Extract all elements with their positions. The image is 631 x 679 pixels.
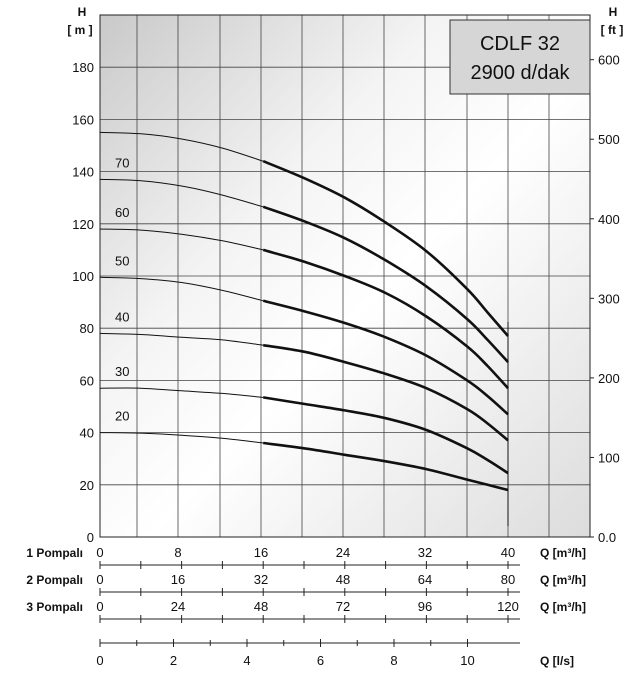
curve-20-bold bbox=[263, 441, 509, 492]
x-axis-1-qlabel: Q [m³/h] bbox=[540, 573, 586, 587]
plot-frame bbox=[99, 14, 591, 538]
x-axis-ls-tick-4: 8 bbox=[390, 653, 397, 668]
curve-70-bold bbox=[262, 205, 509, 363]
left-tick-5: 100 bbox=[72, 269, 94, 284]
x-axis-ls-tick-2: 4 bbox=[243, 653, 250, 668]
curve-label-40: 40 bbox=[115, 309, 129, 324]
left-tick-0: 0 bbox=[87, 530, 94, 545]
curve-60-thin bbox=[99, 228, 264, 251]
title-line-2: 2900 d/dak bbox=[471, 62, 571, 84]
x-axis-ls-tick-1: 2 bbox=[170, 653, 177, 668]
left-tick-8: 160 bbox=[72, 112, 94, 127]
x-axis-0-tick-0: 0 bbox=[96, 545, 103, 560]
right-axis-unit: [ ft ] bbox=[601, 23, 624, 37]
curve-30-thin bbox=[99, 387, 264, 398]
right-tick-4: 400 bbox=[598, 212, 620, 227]
x-axis-2-tick-4: 96 bbox=[418, 599, 432, 614]
x-axis-2-tick-0: 0 bbox=[96, 599, 103, 614]
left-axis-ticks: 0 20 40 60 80 100 120 140 160 180 bbox=[72, 60, 94, 545]
curve-label-60: 60 bbox=[115, 205, 129, 220]
x-axis-2-qlabel: Q [m³/h] bbox=[540, 600, 586, 614]
x-axis-2-label: 3 Pompalı bbox=[26, 600, 83, 614]
x-axis-0-tick-1: 8 bbox=[174, 545, 181, 560]
left-tick-6: 120 bbox=[72, 217, 94, 232]
left-tick-7: 140 bbox=[72, 165, 94, 180]
right-tick-1: 100 bbox=[598, 450, 620, 465]
x-axis-0-tick-2: 16 bbox=[254, 545, 268, 560]
x-axis-2-tick-3: 72 bbox=[336, 599, 350, 614]
curves bbox=[99, 131, 509, 492]
right-axis-ticks: 0.0 100 200 300 400 500 600 bbox=[590, 53, 620, 545]
title-box: CDLF 32 2900 d/dak bbox=[449, 19, 591, 95]
curve-20-thin bbox=[99, 432, 264, 444]
left-axis-label: H bbox=[78, 5, 87, 19]
x-axis-ls-qlabel: Q [l/s] bbox=[540, 654, 574, 668]
x-axis-1-tick-1: 16 bbox=[171, 572, 185, 587]
right-tick-5: 500 bbox=[598, 132, 620, 147]
x-axis-0-tick-4: 32 bbox=[418, 545, 432, 560]
x-axis-2-tick-2: 48 bbox=[254, 599, 268, 614]
right-tick-6: 600 bbox=[598, 53, 620, 68]
curve-70-thin bbox=[99, 178, 264, 208]
x-axis-0-tick-5: 40 bbox=[501, 545, 515, 560]
left-tick-4: 80 bbox=[80, 321, 94, 336]
curve-40-bold bbox=[262, 343, 509, 442]
x-axis-0-tick-3: 24 bbox=[336, 545, 350, 560]
title-line-1: CDLF 32 bbox=[480, 33, 560, 55]
right-tick-0: 0.0 bbox=[598, 530, 616, 545]
right-tick-3: 300 bbox=[598, 291, 620, 306]
curve-label-20: 20 bbox=[115, 409, 129, 424]
x-axis-ls-tick-0: 0 bbox=[96, 653, 103, 668]
curve-30-bold bbox=[262, 396, 509, 475]
x-axis-0-qlabel: Q [m³/h] bbox=[540, 546, 586, 560]
x-axis-1-tick-4: 64 bbox=[418, 572, 432, 587]
x-axis-2-tick-5: 120 bbox=[497, 599, 519, 614]
left-tick-3: 60 bbox=[80, 373, 94, 388]
curve-50-thin bbox=[99, 276, 264, 302]
x-axis-ls-tick-3: 6 bbox=[317, 653, 324, 668]
curve-top-bold bbox=[262, 159, 509, 337]
curve-top-thin bbox=[99, 131, 264, 162]
curve-60-bold bbox=[262, 248, 509, 390]
curve-label-70: 70 bbox=[115, 155, 129, 170]
x-axis-1-tick-3: 48 bbox=[336, 572, 350, 587]
curve-50-bold bbox=[262, 299, 509, 416]
left-tick-1: 20 bbox=[80, 478, 94, 493]
curve-40-thin bbox=[99, 332, 264, 346]
curve-label-50: 50 bbox=[115, 253, 129, 268]
curve-label-30: 30 bbox=[115, 364, 129, 379]
left-tick-2: 40 bbox=[80, 426, 94, 441]
left-axis-unit: [ m ] bbox=[67, 23, 92, 37]
right-tick-2: 200 bbox=[598, 371, 620, 386]
x-axis-ls-tick-5: 10 bbox=[460, 653, 474, 668]
x-axis-1-tick-5: 80 bbox=[501, 572, 515, 587]
x-axis-0-label: 1 Pompalı bbox=[26, 546, 83, 560]
x-axis-1-label: 2 Pompalı bbox=[26, 573, 83, 587]
x-axis-1-tick-2: 32 bbox=[254, 572, 268, 587]
left-tick-9: 180 bbox=[72, 60, 94, 75]
x-axes: 0 8 16 24 32 401 Pompalı Q [m³/h]0 16 32 48 64 802 … bbox=[26, 545, 586, 668]
x-axis-2-tick-1: 24 bbox=[171, 599, 185, 614]
curve-labels: 20 30 40 50 60 70 bbox=[115, 155, 129, 423]
x-axis-1-tick-0: 0 bbox=[96, 572, 103, 587]
right-axis-label: H bbox=[609, 5, 618, 19]
